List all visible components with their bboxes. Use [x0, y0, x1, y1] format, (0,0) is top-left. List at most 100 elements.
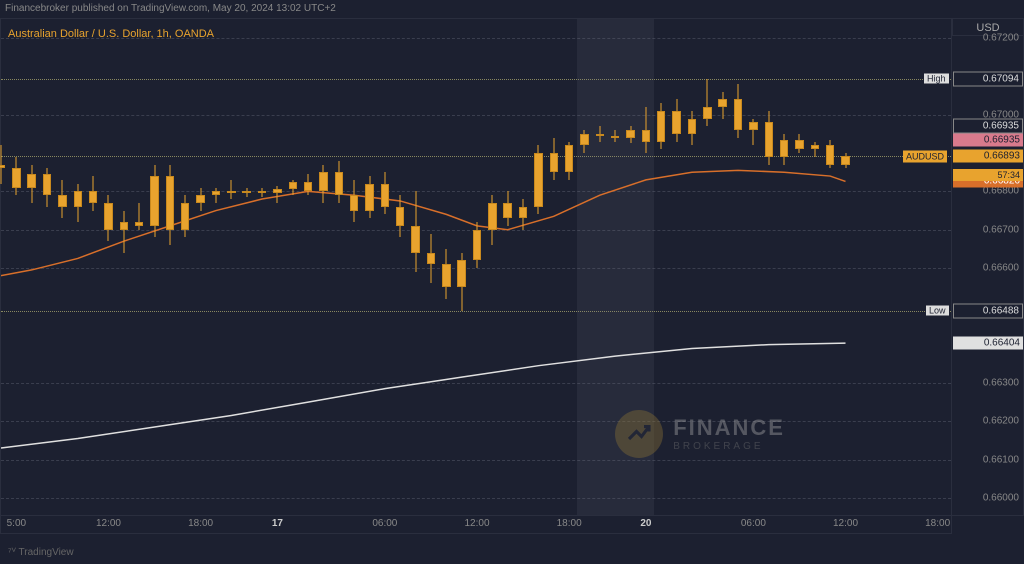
y-tick: 0.66000 [983, 492, 1019, 503]
candle[interactable] [273, 19, 281, 517]
candle-body [150, 176, 158, 226]
candle-body [365, 184, 373, 211]
candle[interactable] [120, 19, 128, 517]
candle[interactable] [227, 19, 235, 517]
candle[interactable] [565, 19, 573, 517]
candle-wick [277, 186, 278, 203]
candle-body [442, 264, 450, 287]
candle-body [488, 203, 496, 230]
candle-body [457, 260, 465, 287]
candle-body [841, 156, 849, 165]
candle[interactable] [181, 19, 189, 517]
candle-body [519, 207, 527, 218]
x-tick: 18:00 [557, 518, 582, 529]
candle-body [43, 174, 51, 195]
candle[interactable] [381, 19, 389, 517]
candle[interactable] [550, 19, 558, 517]
candle-body [642, 130, 650, 141]
candle[interactable] [196, 19, 204, 517]
candle[interactable] [534, 19, 542, 517]
candle-body [718, 99, 726, 107]
candle-wick [814, 142, 815, 157]
candle[interactable] [104, 19, 112, 517]
candle-body [672, 111, 680, 134]
candle-body [27, 174, 35, 187]
candle[interactable] [135, 19, 143, 517]
candle[interactable] [396, 19, 404, 517]
candle-body [596, 134, 604, 136]
candle[interactable] [150, 19, 158, 517]
y-tick: 0.67200 [983, 33, 1019, 44]
candle-body [550, 153, 558, 172]
candle[interactable] [27, 19, 35, 517]
watermark-sub: BROKERAGE [673, 441, 785, 452]
candle-body [473, 230, 481, 261]
price-label-current2: 0.66935 [953, 118, 1023, 133]
candle[interactable] [427, 19, 435, 517]
candle-body [166, 176, 174, 230]
candle[interactable] [304, 19, 312, 517]
candle-body [826, 145, 834, 164]
candle-body [795, 140, 803, 150]
publisher-info: Financebroker published on TradingView.c… [5, 3, 336, 14]
candle-body [212, 191, 220, 195]
x-axis[interactable]: 5:0012:0018:001706:0012:0018:002006:0012… [0, 516, 952, 534]
candle[interactable] [411, 19, 419, 517]
candle-body [565, 145, 573, 172]
price-label-high: 0.67094 [953, 71, 1023, 86]
candle-body [350, 195, 358, 210]
candle-body [74, 191, 82, 206]
candle[interactable] [58, 19, 66, 517]
candle-body [196, 195, 204, 203]
candle-body [734, 99, 742, 130]
candle[interactable] [0, 19, 5, 517]
candle[interactable] [473, 19, 481, 517]
candle-body [534, 153, 542, 207]
candle[interactable] [442, 19, 450, 517]
candle-body [780, 140, 788, 157]
candle[interactable] [319, 19, 327, 517]
candle[interactable] [335, 19, 343, 517]
candle[interactable] [503, 19, 511, 517]
candle-body [396, 207, 404, 226]
candle[interactable] [811, 19, 819, 517]
candle[interactable] [43, 19, 51, 517]
candle[interactable] [841, 19, 849, 517]
y-tick: 0.66300 [983, 377, 1019, 388]
candle-body [411, 226, 419, 253]
candle[interactable] [519, 19, 527, 517]
candle[interactable] [242, 19, 250, 517]
x-tick: 06:00 [372, 518, 397, 529]
candle-body [289, 182, 297, 190]
candle[interactable] [289, 19, 297, 517]
price-label-current: 0.66893 [953, 149, 1023, 162]
candle-body [227, 191, 235, 193]
x-tick: 12:00 [833, 518, 858, 529]
candle[interactable] [12, 19, 20, 517]
candle[interactable] [488, 19, 496, 517]
candle[interactable] [596, 19, 604, 517]
candle[interactable] [212, 19, 220, 517]
candle[interactable] [74, 19, 82, 517]
candle[interactable] [826, 19, 834, 517]
chart-area[interactable]: FINANCEBROKERAGE [0, 18, 952, 516]
candle[interactable] [457, 19, 465, 517]
candle[interactable] [258, 19, 266, 517]
x-tick: 12:00 [96, 518, 121, 529]
candle[interactable] [89, 19, 97, 517]
candle-body [335, 172, 343, 195]
tradingview-logo: ⁷ⱽ TradingView [8, 547, 74, 558]
candle[interactable] [795, 19, 803, 517]
candle[interactable] [350, 19, 358, 517]
price-label-white: 0.66404 [953, 337, 1023, 350]
candle[interactable] [365, 19, 373, 517]
y-axis[interactable]: 0.672000.670000.668000.667000.666000.663… [952, 18, 1024, 516]
candle[interactable] [166, 19, 174, 517]
y-tick: 0.66600 [983, 263, 1019, 274]
x-tick: 18:00 [188, 518, 213, 529]
candle-body [258, 191, 266, 193]
y-tick: 0.66200 [983, 416, 1019, 427]
candle[interactable] [580, 19, 588, 517]
price-label-pink: 0.66935 [953, 133, 1023, 146]
x-tick: 18:00 [925, 518, 950, 529]
